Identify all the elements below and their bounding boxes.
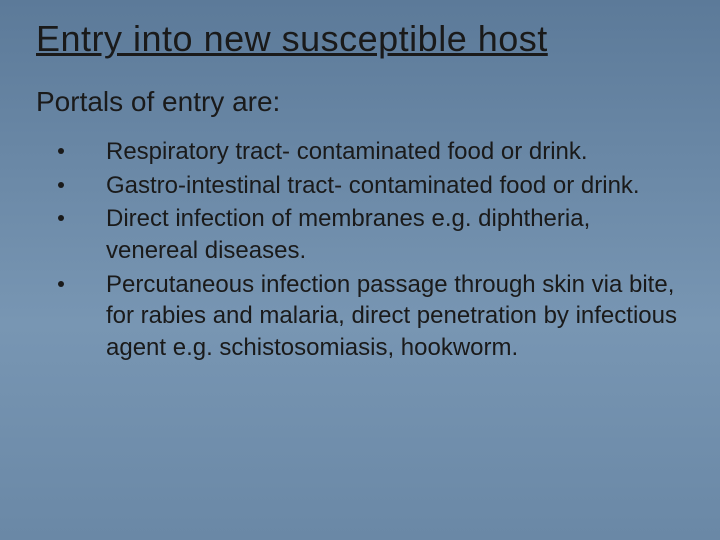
bullet-text: Gastro-intestinal tract- contaminated fo…: [106, 172, 640, 199]
bullet-icon: [58, 281, 64, 287]
list-item: Respiratory tract- contaminated food or …: [48, 136, 684, 168]
list-item: Gastro-intestinal tract- contaminated fo…: [48, 170, 684, 202]
list-item: Direct infection of membranes e.g. dipht…: [48, 203, 684, 266]
slide-subtitle: Portals of entry are:: [36, 86, 684, 118]
bullet-text: Percutaneous infection passage through s…: [106, 271, 677, 361]
bullet-icon: [58, 148, 64, 154]
list-item: Percutaneous infection passage through s…: [48, 269, 684, 364]
slide-title: Entry into new susceptible host: [36, 18, 684, 60]
bullet-icon: [58, 215, 64, 221]
bullet-text: Direct infection of membranes e.g. dipht…: [106, 205, 590, 264]
bullet-list: Respiratory tract- contaminated food or …: [36, 136, 684, 364]
bullet-icon: [58, 182, 64, 188]
bullet-text: Respiratory tract- contaminated food or …: [106, 138, 588, 165]
